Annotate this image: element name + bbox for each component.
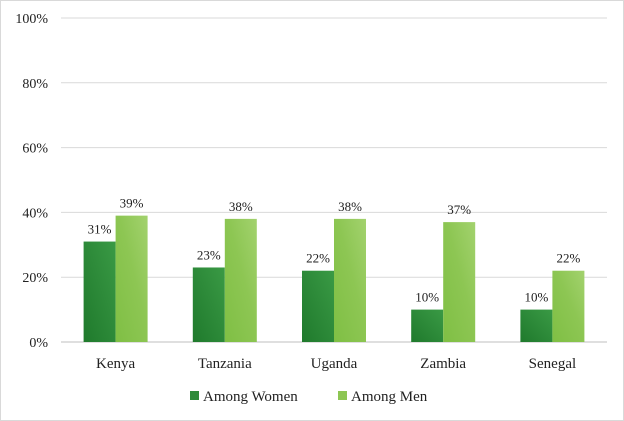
y-axis-tick-labels: 0% 20% 40% 60% 80% 100% xyxy=(15,12,48,351)
bar-men-zambia xyxy=(443,222,476,342)
data-label: 22% xyxy=(306,251,330,266)
y-tick-label: 80% xyxy=(22,77,48,92)
data-label: 10% xyxy=(415,290,439,305)
legend-swatch xyxy=(190,391,199,400)
data-label: 39% xyxy=(120,196,144,211)
y-tick-label: 0% xyxy=(29,336,48,351)
legend-label: Among Men xyxy=(351,389,428,405)
data-label: 23% xyxy=(197,247,221,262)
x-axis-category-labels: Kenya Tanzania Uganda Zambia Senegal xyxy=(96,356,576,372)
y-tick-label: 20% xyxy=(22,271,48,286)
legend-swatch xyxy=(338,391,347,400)
category-label: Tanzania xyxy=(198,356,252,372)
data-label: 10% xyxy=(524,290,548,305)
bars xyxy=(83,215,585,342)
data-label: 31% xyxy=(88,222,112,237)
data-label: 38% xyxy=(338,199,362,214)
data-label: 37% xyxy=(447,202,471,217)
bar-men-tanzania xyxy=(224,218,257,342)
data-label: 38% xyxy=(229,199,253,214)
bar-women-kenya xyxy=(83,241,116,342)
bar-women-uganda xyxy=(302,270,334,342)
category-label: Senegal xyxy=(529,356,576,372)
category-label: Zambia xyxy=(420,356,466,372)
category-label: Uganda xyxy=(311,356,358,372)
data-label: 22% xyxy=(556,251,580,266)
y-tick-label: 40% xyxy=(22,206,48,221)
bar-women-zambia xyxy=(411,309,444,342)
bar-men-senegal xyxy=(552,270,585,342)
y-tick-label: 100% xyxy=(15,12,48,27)
legend-item: Among Women xyxy=(190,389,298,405)
y-tick-label: 60% xyxy=(22,142,48,157)
bar-men-kenya xyxy=(115,215,148,342)
data-labels: 31% 39% 23% 38% 22% 38% 10% 37% 10% 22% xyxy=(88,196,581,305)
bar-women-tanzania xyxy=(192,267,225,342)
bar-women-senegal xyxy=(520,309,553,342)
legend-item: Among Men xyxy=(338,389,428,405)
legend-label: Among Women xyxy=(203,389,298,405)
category-label: Kenya xyxy=(96,356,135,372)
gridlines xyxy=(61,17,607,343)
legend: Among Women Among Men xyxy=(190,389,428,405)
bar-men-uganda xyxy=(334,218,366,342)
